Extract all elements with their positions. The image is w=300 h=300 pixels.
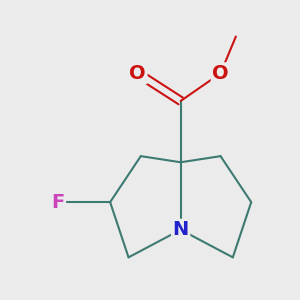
Text: O: O: [212, 64, 229, 83]
Text: N: N: [172, 220, 189, 239]
Text: O: O: [129, 64, 146, 83]
Text: F: F: [51, 193, 64, 211]
